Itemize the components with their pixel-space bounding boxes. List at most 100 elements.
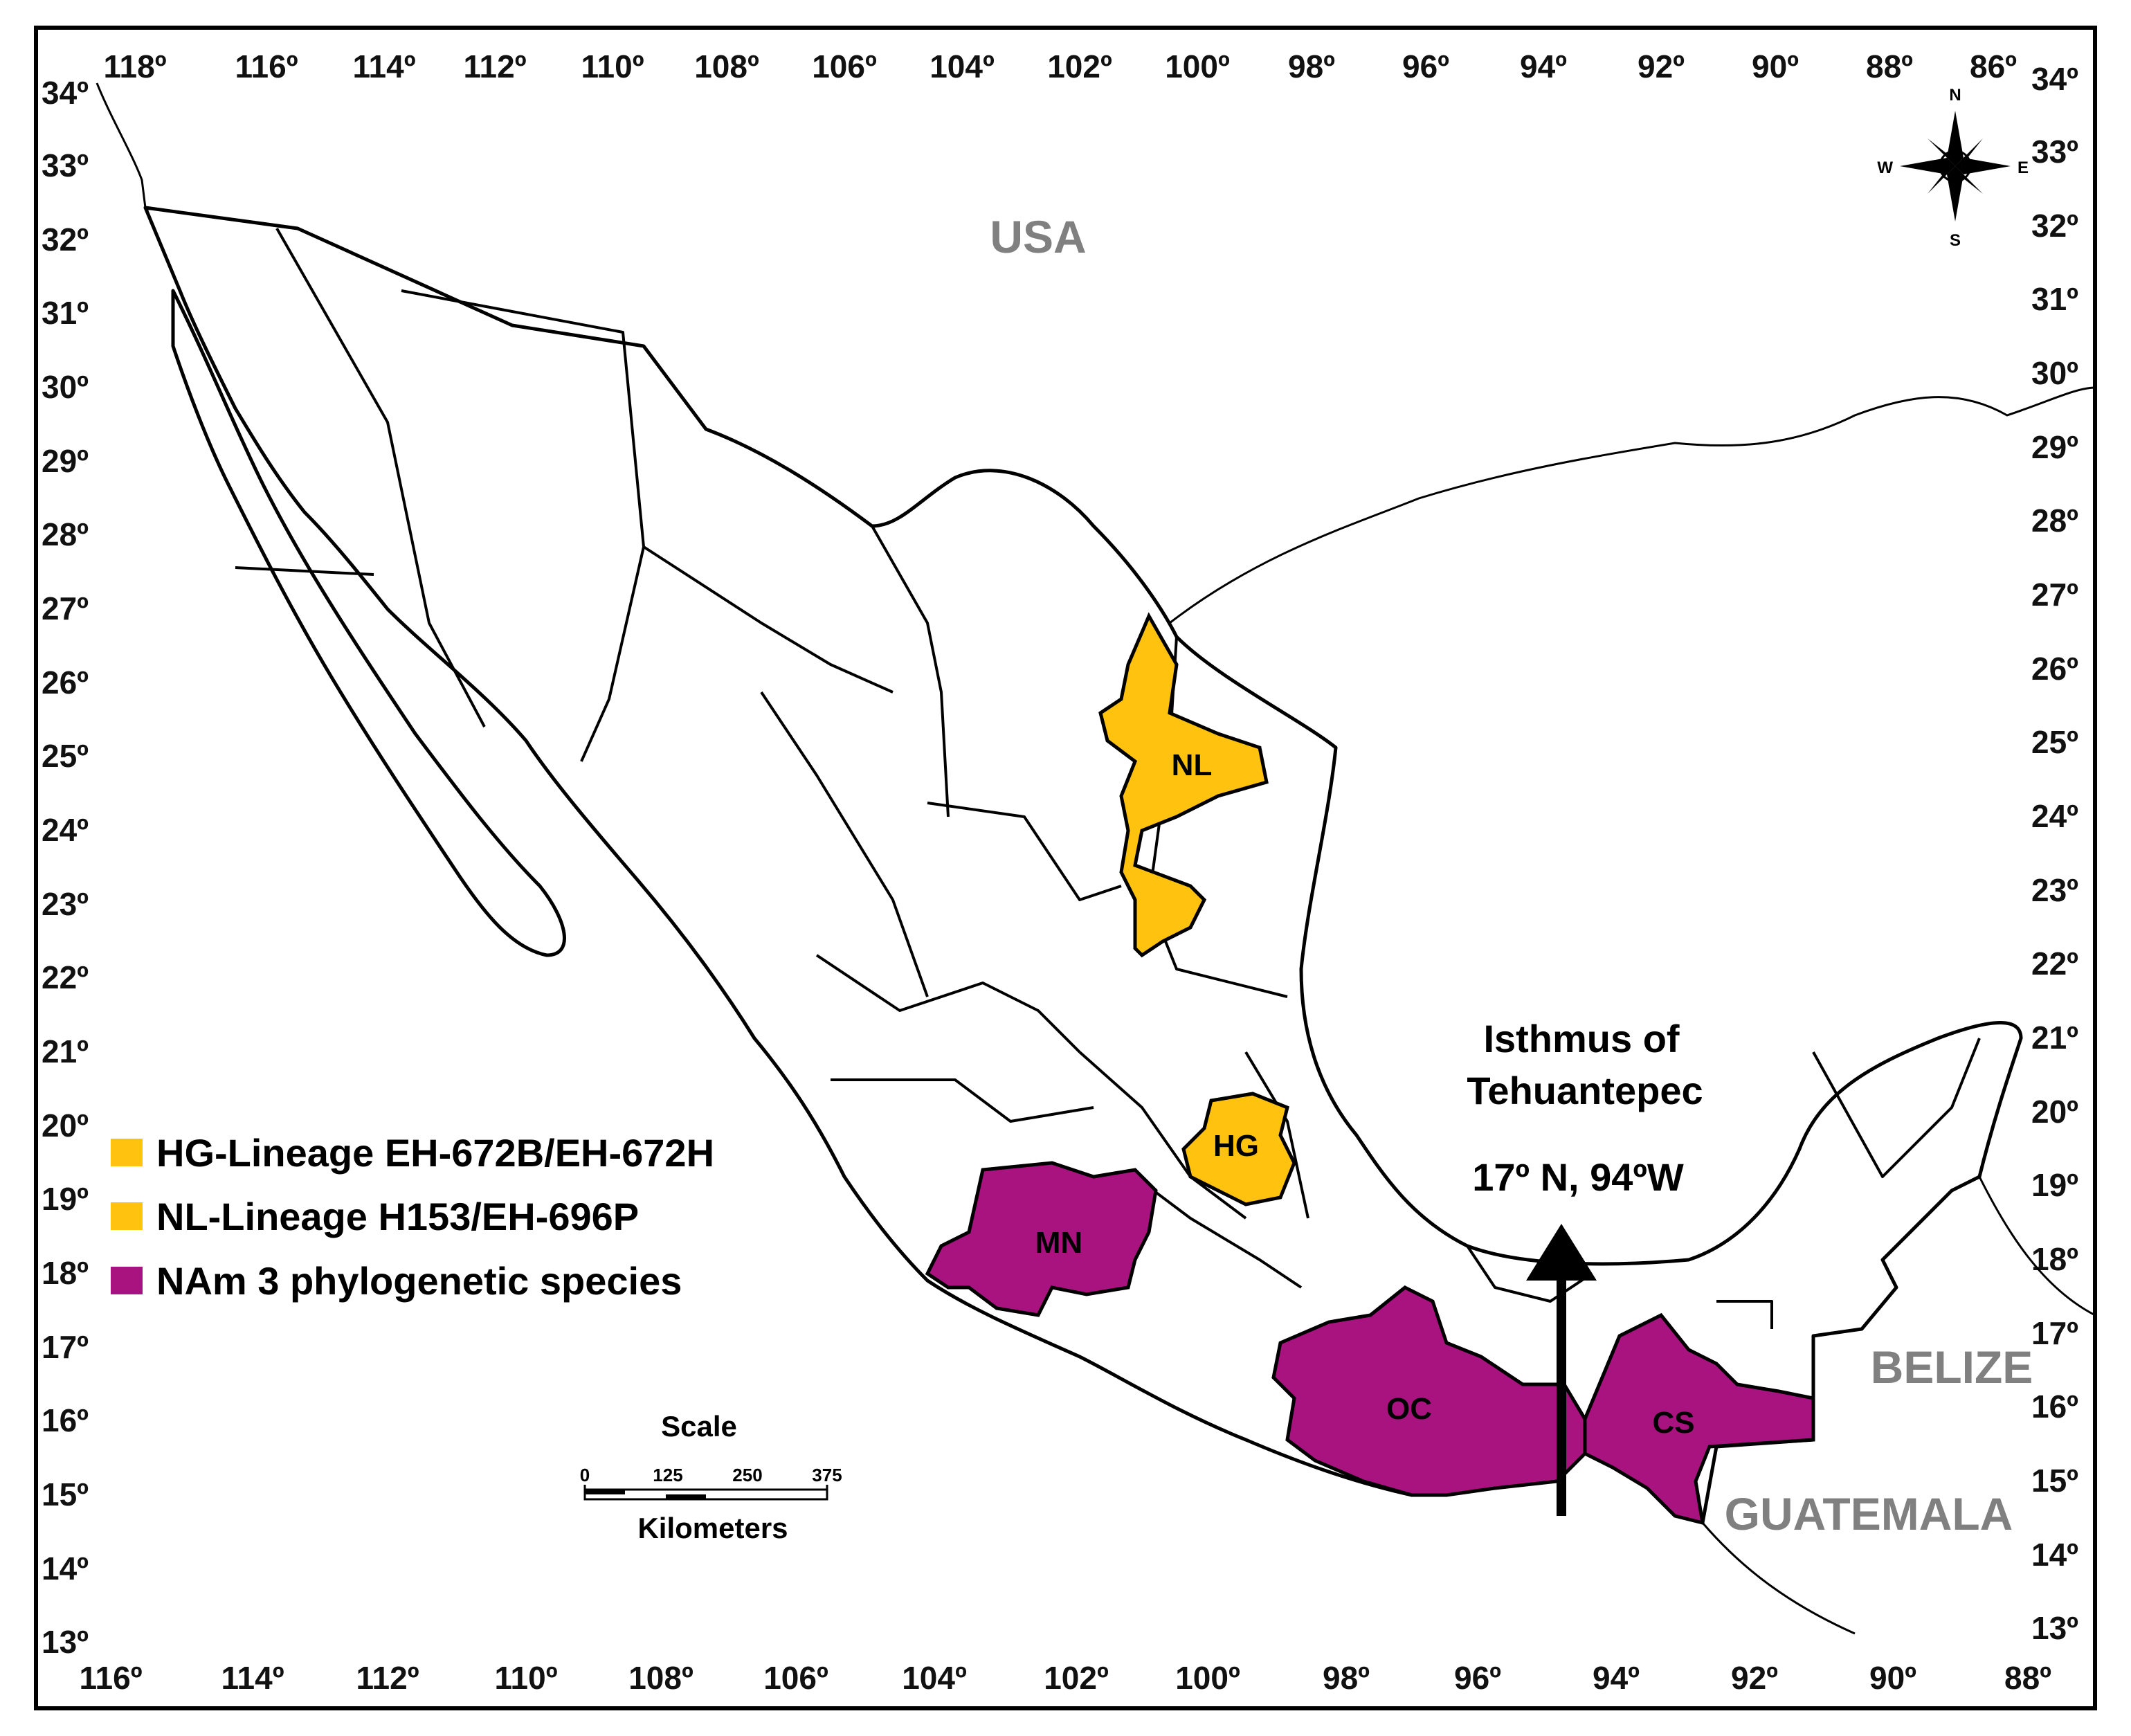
left-lat-label: 17º bbox=[42, 1329, 89, 1365]
bottom-lon-label: 100º bbox=[1175, 1660, 1240, 1696]
highlighted-states bbox=[925, 612, 1815, 1526]
state-cs bbox=[1583, 1312, 1815, 1526]
bottom-longitude-labels: 116º 114º 112º 110º 108º 106º 104º 102º … bbox=[79, 1660, 2051, 1696]
right-lat-label: 30º bbox=[2031, 355, 2078, 391]
right-lat-label: 19º bbox=[2031, 1167, 2078, 1203]
usa-baja-coast bbox=[96, 82, 147, 208]
left-lat-label: 28º bbox=[42, 516, 89, 552]
bottom-lon-label: 104º bbox=[902, 1660, 967, 1696]
left-lat-label: 31º bbox=[42, 295, 89, 331]
state-hg bbox=[1181, 1092, 1296, 1206]
country-label-guatemala: GUATEMALA bbox=[1725, 1488, 2013, 1539]
bottom-lon-label: 116º bbox=[79, 1660, 142, 1696]
right-latitude-labels: 34º 33º 32º 31º 30º 29º 28º 27º 26º 25º … bbox=[2031, 61, 2078, 1646]
right-lat-label: 31º bbox=[2031, 281, 2078, 317]
right-lat-label: 15º bbox=[2031, 1463, 2078, 1499]
isthmus-arrow-icon bbox=[1526, 1224, 1597, 1516]
legend-swatch-hg bbox=[111, 1139, 143, 1166]
right-lat-label: 23º bbox=[2031, 872, 2078, 908]
legend-swatch-nl bbox=[111, 1202, 143, 1230]
scale-bar: Scale 0 125 250 375 Kilometers bbox=[580, 1410, 842, 1544]
top-longitude-labels: 118º 116º 114º 112º 110º 108º 106º 104º … bbox=[103, 48, 2017, 84]
top-lon-label: 92º bbox=[1638, 48, 1685, 84]
left-lat-label: 13º bbox=[42, 1624, 89, 1660]
isthmus-label-line2: Tehuantepec bbox=[1467, 1069, 1703, 1112]
guatemala-pacific-coast bbox=[1701, 1522, 1856, 1635]
right-lat-label: 18º bbox=[2031, 1241, 2078, 1277]
mexico-outline bbox=[143, 206, 2023, 1525]
left-lat-label: 21º bbox=[42, 1033, 89, 1069]
scale-tick-label: 375 bbox=[812, 1465, 842, 1485]
top-lon-label: 108º bbox=[694, 48, 759, 84]
foreign-coastlines bbox=[96, 82, 2096, 1635]
compass-e: E bbox=[2017, 159, 2029, 177]
right-lat-label: 22º bbox=[2031, 946, 2078, 982]
bottom-lon-label: 98º bbox=[1323, 1660, 1370, 1696]
state-mn bbox=[925, 1161, 1158, 1317]
map-frame bbox=[34, 26, 2097, 1710]
top-lon-label: 100º bbox=[1165, 48, 1230, 84]
left-lat-label: 29º bbox=[42, 443, 89, 479]
right-lat-label: 27º bbox=[2031, 577, 2078, 613]
compass-s: S bbox=[1950, 231, 1961, 250]
us-gulf-coast bbox=[1169, 386, 2096, 624]
scale-title: Scale bbox=[661, 1410, 737, 1443]
bottom-lon-label: 90º bbox=[1869, 1660, 1916, 1696]
bottom-lon-label: 88º bbox=[2004, 1660, 2051, 1696]
left-lat-label: 15º bbox=[42, 1476, 89, 1512]
legend-label-hg: HG-Lineage EH-672B/EH-672H bbox=[156, 1131, 714, 1175]
top-lon-label: 110º bbox=[581, 48, 644, 84]
top-lon-label: 94º bbox=[1520, 48, 1567, 84]
bottom-lon-label: 114º bbox=[221, 1660, 284, 1696]
legend: HG-Lineage EH-672B/EH-672H NL-Lineage H1… bbox=[111, 1131, 714, 1303]
legend-label-nl: NL-Lineage H153/EH-696P bbox=[156, 1195, 639, 1238]
left-latitude-labels: 34º 33º 32º 31º 30º 29º 28º 27º 26º 25º … bbox=[42, 75, 89, 1660]
top-lon-label: 86º bbox=[1970, 48, 2017, 84]
left-lat-label: 22º bbox=[42, 959, 89, 995]
left-lat-label: 14º bbox=[42, 1550, 89, 1586]
top-lon-label: 118º bbox=[103, 48, 166, 84]
top-lon-label: 116º bbox=[235, 48, 298, 84]
left-lat-label: 33º bbox=[42, 147, 89, 183]
right-lat-label: 14º bbox=[2031, 1537, 2078, 1573]
right-lat-label: 33º bbox=[2031, 134, 2078, 170]
state-label-hg: HG bbox=[1213, 1129, 1259, 1163]
left-lat-label: 26º bbox=[42, 664, 89, 700]
left-lat-label: 19º bbox=[42, 1181, 89, 1217]
isthmus-coordinates: 17º N, 94ºW bbox=[1472, 1155, 1684, 1199]
top-lon-label: 96º bbox=[1402, 48, 1449, 84]
bottom-lon-label: 96º bbox=[1454, 1660, 1501, 1696]
left-lat-label: 23º bbox=[42, 886, 89, 922]
bottom-lon-label: 112º bbox=[356, 1660, 419, 1696]
country-label-belize: BELIZE bbox=[1871, 1341, 2033, 1393]
legend-label-nam3: NAm 3 phylogenetic species bbox=[156, 1259, 682, 1303]
legend-swatch-nam3 bbox=[111, 1267, 143, 1294]
bottom-lon-label: 94º bbox=[1593, 1660, 1640, 1696]
scale-tick-label: 125 bbox=[653, 1465, 682, 1485]
left-lat-label: 25º bbox=[42, 738, 89, 774]
right-lat-label: 21º bbox=[2031, 1020, 2078, 1056]
right-lat-label: 17º bbox=[2031, 1315, 2078, 1351]
state-label-cs: CS bbox=[1652, 1406, 1694, 1440]
top-lon-label: 102º bbox=[1047, 48, 1112, 84]
state-label-nl: NL bbox=[1172, 748, 1213, 782]
right-lat-label: 32º bbox=[2031, 208, 2078, 244]
top-lon-label: 98º bbox=[1288, 48, 1335, 84]
right-lat-label: 20º bbox=[2031, 1094, 2078, 1130]
right-lat-label: 24º bbox=[2031, 798, 2078, 834]
top-lon-label: 88º bbox=[1866, 48, 1913, 84]
right-lat-label: 29º bbox=[2031, 429, 2078, 465]
right-lat-label: 16º bbox=[2031, 1389, 2078, 1425]
country-label-usa: USA bbox=[990, 211, 1086, 262]
state-nl bbox=[1098, 612, 1269, 958]
left-lat-label: 32º bbox=[42, 221, 89, 257]
left-lat-label: 16º bbox=[42, 1402, 89, 1438]
top-lon-label: 104º bbox=[930, 48, 995, 84]
compass-rose-icon: N S E W bbox=[1877, 86, 2029, 250]
right-lat-label: 28º bbox=[2031, 503, 2078, 539]
top-lon-label: 114º bbox=[352, 48, 415, 84]
scale-tick-label: 250 bbox=[732, 1465, 762, 1485]
bottom-lon-label: 108º bbox=[628, 1660, 693, 1696]
left-lat-label: 30º bbox=[42, 369, 89, 405]
